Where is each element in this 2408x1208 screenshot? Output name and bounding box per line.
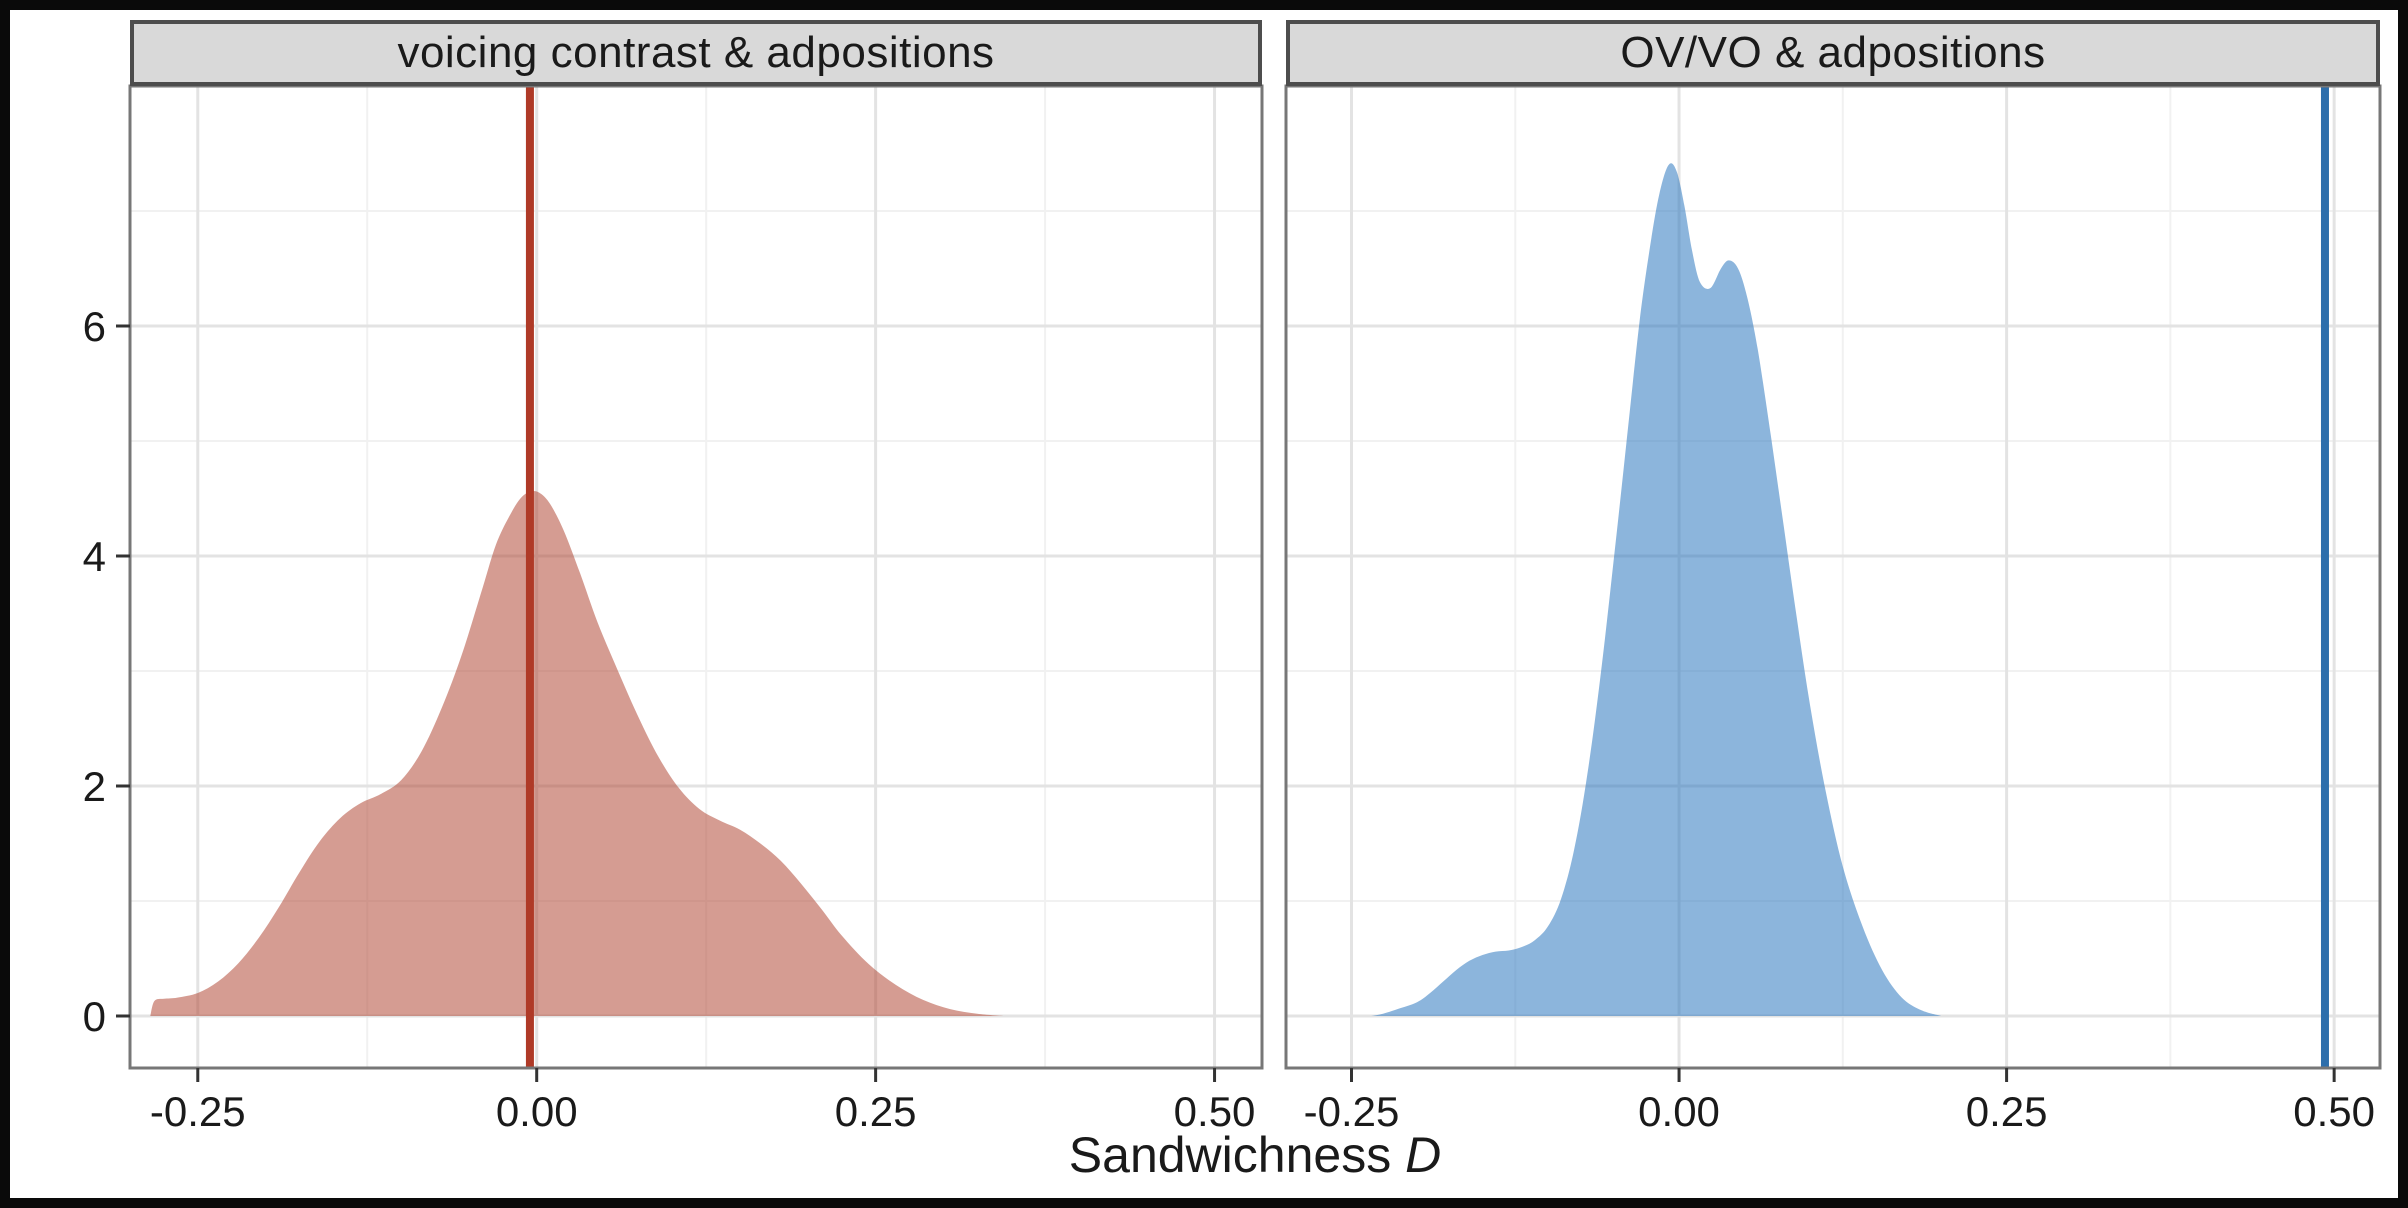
density-area-0 [150,490,1005,1016]
y-tick-label: 4 [83,533,106,580]
y-tick-label: 0 [83,993,106,1040]
x-tick-label: 0.50 [1174,1088,1256,1135]
x-axis-title: Sandwichness D [130,1126,2380,1190]
density-area-1 [1371,163,1942,1017]
x-axis-title-italic-d: D [1405,1127,1442,1183]
x-tick-label: -0.25 [1304,1088,1400,1135]
facet-title: voicing contrast & adpositions [397,28,995,77]
x-tick-label: 0.00 [1638,1088,1720,1135]
panel-border-1 [1284,84,2382,1070]
panel-border-0 [128,84,1264,1070]
x-tick-label: 0.00 [496,1088,578,1135]
x-tick-label: 0.25 [1966,1088,2048,1135]
x-tick-label: 0.25 [835,1088,917,1135]
y-tick-label: 6 [83,303,106,350]
facet-title: OV/VO & adpositions [1620,28,2046,77]
facet-strip-voicing-contrast: voicing contrast & adpositions [130,20,1262,86]
facet-strip-ovvo: OV/VO & adpositions [1286,20,2380,86]
x-tick-label: 0.50 [2293,1088,2375,1135]
y-tick-label: 2 [83,763,106,810]
x-tick-label: -0.25 [150,1088,246,1135]
x-axis-title-text: Sandwichness [1068,1127,1406,1183]
